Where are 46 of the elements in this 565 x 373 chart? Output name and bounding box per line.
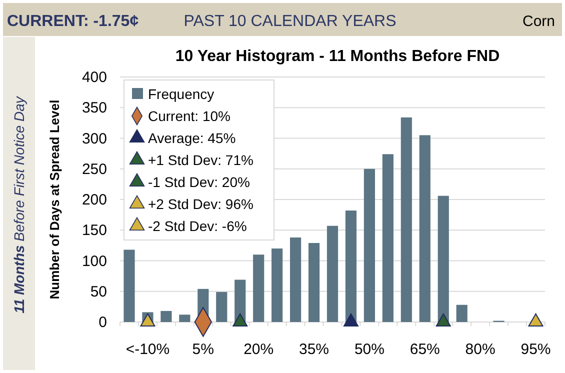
text: 11 Months Before First Notice Day: [11, 96, 27, 314]
y-tick-label: 400: [82, 69, 107, 86]
x-tick-label: 35%: [299, 341, 330, 358]
bar: [216, 292, 228, 322]
y-tick-label: 0: [98, 314, 107, 331]
bar: [400, 117, 412, 322]
bar: [253, 254, 264, 322]
legend-label: +1 Std Dev: 71%: [148, 152, 254, 168]
x-tick-label: 65%: [410, 341, 440, 358]
legend-label: Current: 10%: [148, 108, 230, 124]
text: CURRENT: -1.75¢: [7, 13, 139, 30]
bar: [124, 250, 135, 322]
bar: [419, 135, 430, 322]
legend-label: +2 Std Dev: 96%: [148, 196, 254, 212]
bar: [456, 304, 468, 322]
x-tick-label: 50%: [354, 341, 384, 358]
text: PAST 10 CALENDAR YEARS: [184, 13, 396, 30]
y-tick-label: 300: [82, 130, 107, 148]
bar: [345, 210, 357, 322]
chart-title: 10 Year Histogram - 11 Months Before FND: [175, 48, 500, 65]
bar: [160, 310, 172, 322]
y-tick-label: 200: [82, 192, 107, 208]
bar: [272, 248, 283, 322]
x-tick-label: <-10%: [126, 341, 170, 358]
x-tick-label: 20%: [244, 341, 274, 358]
y-axis-title: Number of Days at Spread Level: [47, 100, 62, 300]
bar: [290, 237, 302, 322]
y-tick-label: 350: [82, 100, 107, 117]
y-tick-label: 150: [82, 222, 107, 240]
bar: [438, 196, 449, 322]
text: Corn: [522, 13, 555, 30]
bar: [308, 242, 320, 322]
bar: [382, 154, 394, 322]
bar: [326, 226, 338, 322]
y-tick-label: 50: [90, 283, 107, 300]
x-tick-label: 95%: [520, 341, 551, 358]
legend-label: -1 Std Dev: 20%: [148, 174, 250, 190]
legend-label: Average: 45%: [148, 130, 236, 146]
legend-label: -2 Std Dev: -6%: [148, 218, 247, 234]
legend-label: Frequency: [148, 86, 214, 102]
x-tick-label: 80%: [465, 341, 496, 358]
bar: [179, 314, 190, 322]
y-tick-label: 100: [82, 252, 107, 270]
y-tick-label: 250: [82, 160, 107, 178]
bar: [364, 168, 375, 322]
x-tick-label: 5%: [192, 341, 214, 358]
